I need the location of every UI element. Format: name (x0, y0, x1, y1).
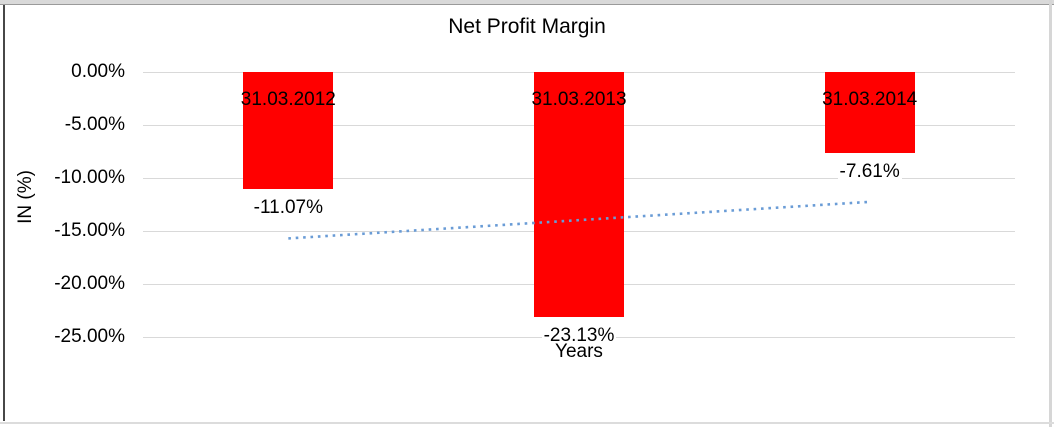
y-axis-tick-label: 0.00% (71, 61, 125, 82)
bar (824, 72, 915, 153)
y-axis-tick-label: -25.00% (54, 326, 125, 347)
frame-border-bottom (0, 422, 1054, 424)
frame-border-top (0, 0, 1054, 4)
frame-border-right (1049, 0, 1052, 427)
bar-category-label: 31.03.2014 (822, 89, 918, 110)
plot-area: 31.03.2012 -11.07% 31.03.2013 -23.13% 31.03.… (143, 72, 1015, 347)
bar-value-label: -23.13% (541, 325, 617, 347)
frame-border-left (3, 5, 5, 421)
bar (243, 72, 334, 190)
chart-title: Net Profit Margin (448, 15, 606, 38)
bar-value-label: -11.07% (251, 197, 325, 219)
y-axis-tick-label: -10.00% (54, 167, 125, 188)
y-axis-tick-label: -20.00% (54, 273, 125, 294)
bar-category-label: 31.03.2012 (240, 89, 336, 110)
y-axis-tick-label: -15.00% (54, 220, 125, 241)
bar-value-label: -7.61% (837, 160, 902, 182)
bar (534, 72, 624, 318)
x-axis-title: Years (555, 341, 603, 362)
y-axis-tick-label: -5.00% (64, 114, 125, 135)
bar-category-label: 31.03.2013 (531, 89, 627, 110)
frame-border-top-line (0, 4, 1054, 5)
